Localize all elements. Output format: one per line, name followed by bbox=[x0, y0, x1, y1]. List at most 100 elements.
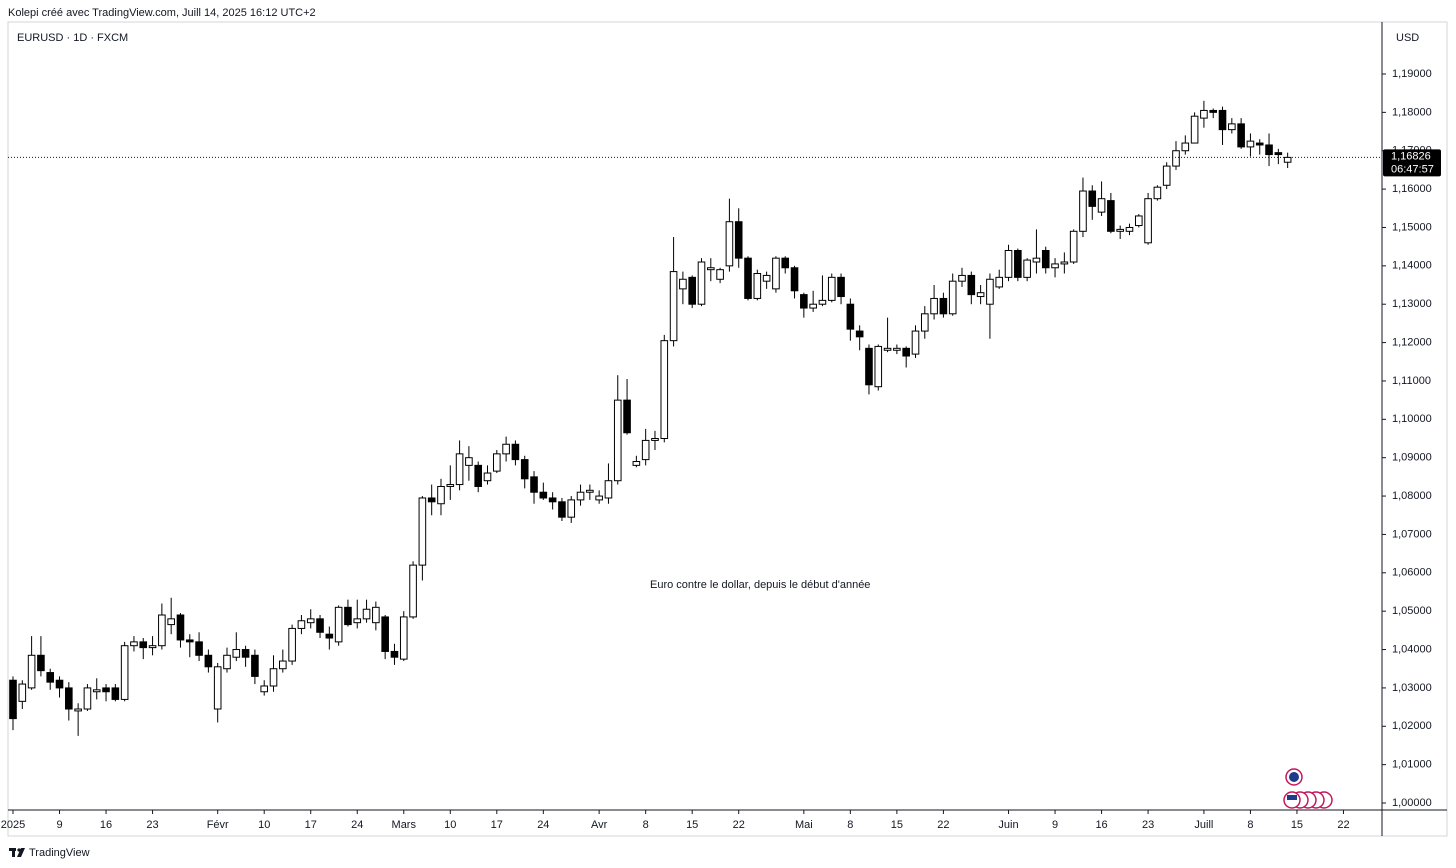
candle-body bbox=[46, 672, 55, 683]
x-tick-label: 22 bbox=[937, 819, 949, 831]
candle-body bbox=[241, 649, 250, 658]
y-tick-label: 1,05000 bbox=[1392, 605, 1432, 617]
candle-body bbox=[1014, 249, 1022, 278]
x-tick-label: Mai bbox=[795, 819, 813, 831]
candle-body bbox=[502, 443, 510, 455]
candle-body bbox=[306, 618, 315, 624]
candle-body bbox=[1116, 228, 1124, 232]
candle-body bbox=[465, 457, 473, 466]
candle-body bbox=[734, 221, 743, 259]
candle-body bbox=[1041, 249, 1050, 269]
candle-body bbox=[948, 280, 957, 315]
x-tick-label: 8 bbox=[1247, 819, 1253, 831]
candle-body bbox=[269, 668, 278, 687]
y-tick-label: 1,00000 bbox=[1392, 797, 1432, 809]
candle-body bbox=[92, 689, 101, 693]
candle-body bbox=[707, 267, 715, 271]
x-tick-label: 23 bbox=[146, 819, 158, 831]
candle-body bbox=[893, 347, 901, 351]
candle-body bbox=[1004, 249, 1013, 278]
candle-body bbox=[530, 476, 538, 493]
credit: Kolepi créé avec TradingView.com, Juill … bbox=[8, 7, 316, 19]
candle-body bbox=[362, 608, 371, 620]
y-tick-label: 1,07000 bbox=[1392, 528, 1432, 540]
candle-body bbox=[1107, 200, 1115, 232]
y-tick-label: 1,01000 bbox=[1392, 759, 1432, 771]
y-tick-label: 1,09000 bbox=[1392, 452, 1432, 464]
last-price-box bbox=[1383, 149, 1441, 177]
brand-logo bbox=[9, 848, 25, 857]
candle-body bbox=[148, 645, 157, 649]
candle-body bbox=[9, 679, 17, 720]
x-tick-label: Juin bbox=[998, 819, 1018, 831]
x-tick-label: 16 bbox=[100, 819, 112, 831]
candle-body bbox=[27, 654, 36, 689]
candle-body bbox=[920, 313, 929, 332]
candle-body bbox=[865, 347, 873, 386]
candle-body bbox=[511, 443, 520, 461]
candle-body bbox=[753, 273, 762, 299]
currency: USD bbox=[1396, 32, 1419, 44]
candle-body bbox=[483, 472, 492, 482]
candle-body bbox=[716, 269, 724, 280]
candle-body bbox=[1153, 186, 1162, 200]
candle-body bbox=[800, 294, 808, 309]
candle-body bbox=[251, 654, 259, 677]
plot-area bbox=[9, 100, 1292, 736]
candle-body bbox=[223, 654, 231, 670]
candle-body bbox=[288, 627, 296, 662]
candle-body bbox=[204, 654, 213, 668]
x-tick-label: 23 bbox=[1142, 819, 1154, 831]
y-tick-label: 1,08000 bbox=[1392, 490, 1432, 502]
logo-part bbox=[17, 848, 25, 857]
y-tick-label: 1,16000 bbox=[1392, 183, 1432, 195]
y-tick-label: 1,12000 bbox=[1392, 336, 1432, 348]
y-tick-label: 1,10000 bbox=[1392, 413, 1432, 425]
candle-body bbox=[427, 497, 436, 503]
candle-body bbox=[344, 606, 352, 626]
candle-body bbox=[613, 399, 622, 482]
x-tick-label: 22 bbox=[1337, 819, 1349, 831]
candle-body bbox=[595, 495, 603, 501]
candle-body bbox=[697, 261, 706, 305]
annotation: Euro contre le dollar, depuis le début d… bbox=[650, 579, 870, 591]
x-tick-label: 2025 bbox=[1, 819, 25, 831]
x-tick-label: 8 bbox=[847, 819, 853, 831]
candle-body bbox=[102, 687, 110, 693]
candle-body bbox=[232, 649, 241, 658]
candle-body bbox=[1246, 140, 1255, 148]
x-tick-label: 9 bbox=[56, 819, 62, 831]
candle-body bbox=[744, 257, 752, 299]
candle-body bbox=[902, 347, 910, 357]
candle-body bbox=[846, 303, 855, 330]
candle-body bbox=[372, 606, 380, 624]
candle-body bbox=[1023, 259, 1031, 278]
candle-body bbox=[1051, 263, 1059, 269]
x-tick-label: Juill bbox=[1194, 819, 1213, 831]
last-price-label: 1,16826 bbox=[1391, 150, 1431, 162]
x-tick-label: Mars bbox=[392, 819, 417, 831]
candle-body bbox=[334, 606, 343, 643]
candle-body bbox=[1283, 156, 1292, 163]
flag-eu-inner bbox=[1289, 772, 1299, 782]
candle-body bbox=[455, 453, 464, 486]
candle-body bbox=[883, 347, 892, 351]
candle-body bbox=[111, 687, 120, 700]
candle-body bbox=[297, 620, 306, 629]
x-tick-label: 24 bbox=[351, 819, 363, 831]
candle-body bbox=[1134, 215, 1143, 227]
candle-body bbox=[65, 687, 73, 710]
candle-body bbox=[1237, 123, 1245, 148]
candle-body bbox=[520, 459, 529, 480]
x-tick-label: 17 bbox=[305, 819, 317, 831]
y-tick-label: 1,15000 bbox=[1392, 221, 1432, 233]
candle-body bbox=[911, 330, 920, 355]
candle-body bbox=[548, 497, 557, 503]
y-tick-label: 1,02000 bbox=[1392, 720, 1432, 732]
y-tick-label: 1,13000 bbox=[1392, 298, 1432, 310]
candle-body bbox=[1181, 142, 1190, 152]
candle-body bbox=[167, 618, 175, 626]
candle-body bbox=[539, 491, 548, 499]
candle-body bbox=[130, 641, 138, 647]
